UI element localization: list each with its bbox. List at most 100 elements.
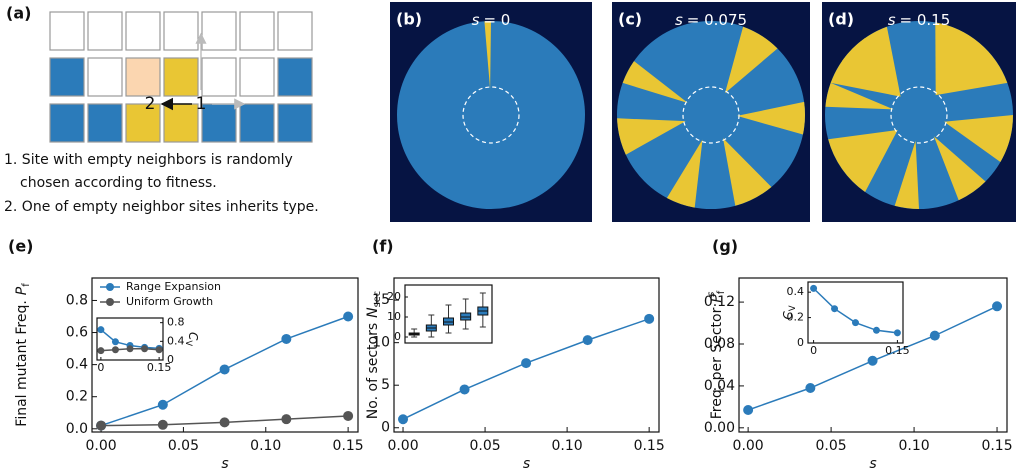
x-tick-label: 0.10	[552, 438, 583, 454]
cell	[125, 103, 161, 143]
step-text: 2. One of empty neighbor sites inherits …	[4, 199, 319, 215]
x-tick-label: 0.15	[333, 438, 364, 454]
label-text: No. of sectors	[365, 323, 381, 419]
data-point	[644, 313, 655, 324]
cell	[239, 11, 275, 51]
x-tick-label: 0.15	[634, 438, 665, 454]
data-point	[831, 305, 839, 313]
data-point	[521, 358, 532, 369]
title-text: = 0	[483, 11, 510, 29]
label-subscript: f	[716, 290, 727, 294]
label-symbol: N	[365, 307, 381, 318]
data-point	[852, 319, 859, 327]
label-subscript: f	[21, 283, 32, 287]
data-point	[111, 338, 119, 346]
x-axis-label: s	[869, 456, 876, 471]
step-text: chosen according to fitness.	[20, 175, 217, 191]
axes-frame	[96, 317, 164, 361]
x-tick-label: 0.00	[733, 438, 764, 454]
axes-frame	[393, 277, 660, 433]
x-tick-label: 0.10	[898, 438, 929, 454]
y-tick-label: 0.2	[66, 389, 88, 405]
data-point	[157, 399, 168, 410]
y-tick-label: 0.8	[167, 316, 185, 329]
mutant-sector	[842, 38, 901, 97]
cell	[125, 57, 161, 97]
cell	[277, 103, 313, 143]
y-tick-label: 0.8	[66, 292, 88, 308]
cell	[239, 103, 275, 143]
axes-frame	[91, 277, 359, 433]
mutant-sector	[617, 118, 686, 155]
y-tick-label: 10	[372, 335, 390, 351]
label-text: Final mutant Freq.	[14, 300, 30, 427]
data-point	[281, 333, 292, 344]
y-tick-label: 20	[387, 290, 401, 303]
y-tick-label: 0.2	[787, 311, 805, 324]
mutant-sector	[825, 82, 894, 110]
x-tick-label: 0.05	[168, 438, 199, 454]
x-tick-label: 0.15	[147, 361, 172, 374]
data-point	[459, 384, 470, 395]
data-point	[893, 329, 901, 337]
y-axis-label: Freq. per Sector Pfs	[706, 290, 727, 419]
cell	[163, 57, 199, 97]
mutant-sector	[723, 138, 772, 206]
cell	[239, 57, 275, 97]
y-tick-label: 0.12	[704, 294, 735, 310]
cell	[49, 57, 85, 97]
panel-label: (g)	[712, 237, 738, 256]
data-point	[398, 414, 409, 425]
cell	[87, 103, 123, 143]
axes-frame	[738, 277, 1008, 433]
mutant-sector	[828, 129, 898, 192]
data-point	[582, 335, 593, 346]
panel-label: (c)	[618, 10, 642, 29]
mutant-sector	[622, 61, 688, 103]
y-axis-label: No. of sectors Nsec	[365, 291, 383, 419]
x-axis-label: s	[221, 456, 228, 471]
mutant-sector	[933, 136, 986, 201]
colony	[397, 21, 585, 209]
simulation-title: s = 0.15	[888, 11, 951, 29]
y-tick-label: 0.6	[66, 325, 88, 341]
cell	[201, 57, 237, 97]
lattice	[49, 11, 313, 143]
label-subscript: sec	[372, 291, 383, 308]
cell	[277, 57, 313, 97]
y-tick-label: 5	[381, 377, 390, 393]
data-point	[219, 417, 230, 428]
data-point	[155, 346, 163, 354]
x-tick-label: 0	[810, 344, 817, 357]
y-tick-label: 0	[394, 330, 401, 343]
mutant-sector	[666, 139, 703, 208]
y-tick-label: 0.4	[167, 334, 185, 347]
y-axis-label: CV	[185, 332, 201, 346]
legend-label: Uniform Growth	[126, 295, 213, 308]
legend-marker	[106, 283, 114, 291]
y-tick-label: 0	[797, 336, 804, 349]
label-text: Freq. per Sector	[709, 307, 725, 419]
symbol: s	[472, 11, 480, 29]
data-point	[219, 364, 230, 375]
data-point	[929, 330, 940, 341]
cell	[201, 11, 237, 51]
y-tick-label: 0	[167, 353, 174, 366]
inner-boundary	[890, 86, 948, 144]
y-tick-label: 0.04	[704, 378, 735, 394]
data-point	[157, 419, 168, 430]
x-tick-label: 0.15	[981, 438, 1012, 454]
y-tick-label: 0.00	[704, 420, 735, 436]
mutant-sector	[935, 22, 1008, 96]
y-tick-label: 0.08	[704, 336, 735, 352]
cell	[87, 57, 123, 97]
data-point	[96, 420, 107, 431]
step-text: 1. Site with empty neighbors is randomly	[4, 152, 293, 168]
symbol: s	[888, 11, 896, 29]
simulation-title: s = 0.075	[675, 11, 747, 29]
label-subscript: V	[787, 305, 797, 311]
label-symbol: P	[14, 286, 30, 295]
data-point	[867, 355, 878, 366]
symbol: s	[675, 11, 683, 29]
